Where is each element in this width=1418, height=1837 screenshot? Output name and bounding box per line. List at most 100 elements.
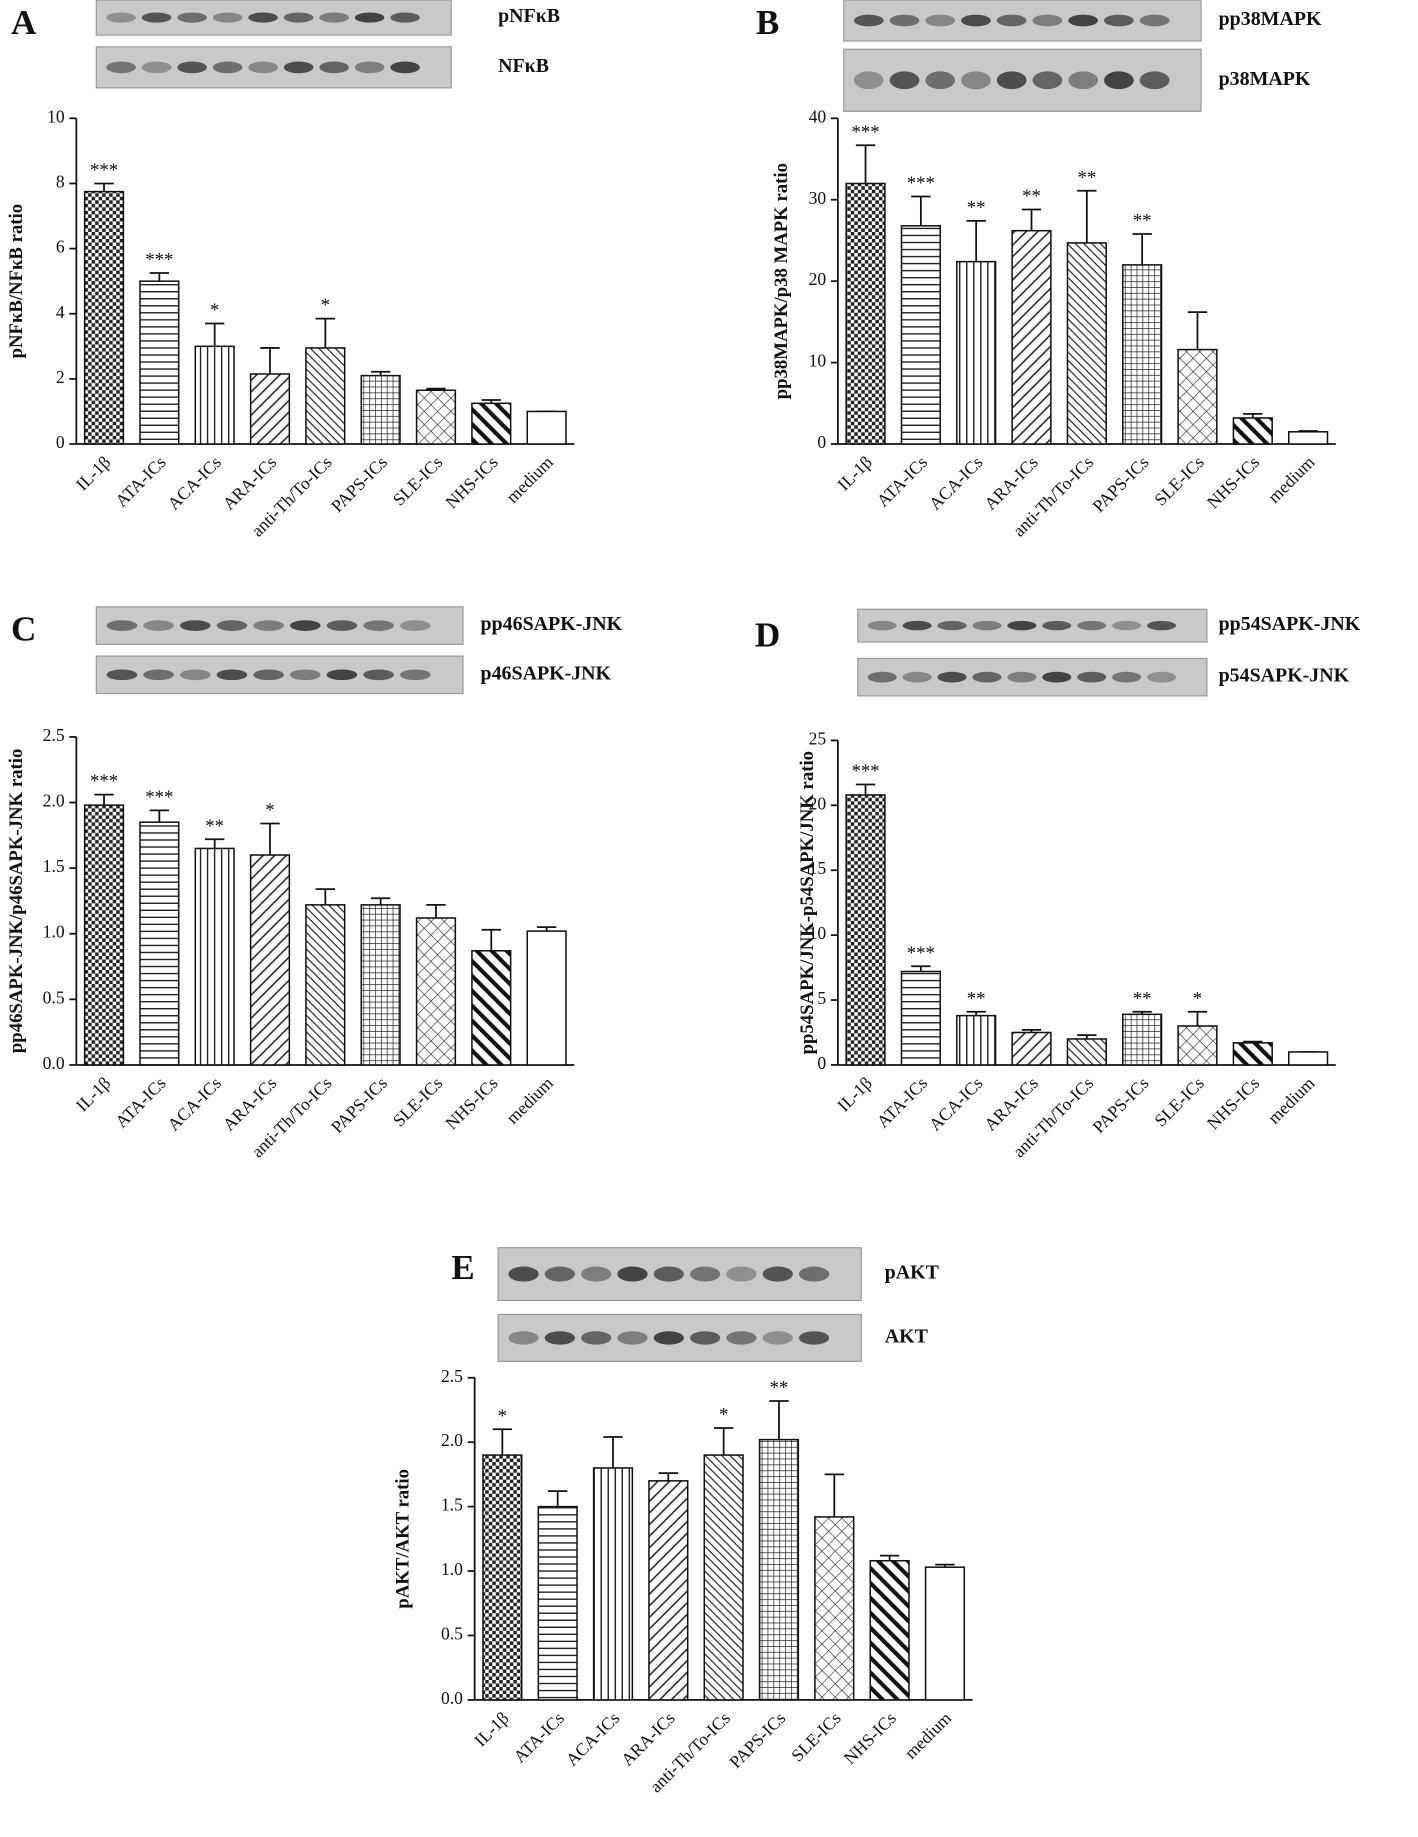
bar: [869, 1559, 910, 1701]
blot-band: [319, 12, 349, 23]
blot-band: [143, 669, 174, 681]
blot-band: [141, 12, 172, 23]
blot-band: [1007, 620, 1037, 631]
panel-label: D: [755, 616, 780, 655]
bar: [845, 794, 886, 1066]
significance-label: **: [1133, 988, 1152, 1009]
y-tick-label: 20: [809, 793, 827, 813]
x-tick-label: medium: [1264, 452, 1319, 507]
blot-label: pAKT: [885, 1262, 939, 1284]
y-tick-label: 0: [817, 432, 826, 452]
blot-band: [290, 669, 321, 681]
panel-label: A: [11, 3, 37, 42]
blot-band: [925, 71, 956, 90]
blot-label: pp54SAPK-JNK: [1219, 613, 1361, 635]
y-tick-label: 10: [47, 106, 65, 126]
blot-band: [400, 669, 431, 681]
x-tick-label: NHS-ICs: [1203, 1073, 1263, 1133]
blot-band: [212, 61, 243, 74]
blot-band: [972, 620, 1002, 631]
y-tick-label: 15: [809, 858, 827, 878]
blot-band: [1139, 14, 1170, 27]
blot-band: [996, 14, 1027, 27]
panel-label: C: [11, 610, 36, 649]
bar: [648, 1480, 689, 1701]
bar: [249, 854, 291, 1066]
x-tick-label: IL-1β: [833, 1073, 876, 1116]
bar: [305, 904, 346, 1066]
blot-band: [1077, 671, 1107, 683]
blot-band: [996, 71, 1027, 90]
x-tick-label: ACA-ICs: [925, 1073, 987, 1135]
blot-band: [581, 1331, 612, 1345]
x-tick-label: PAPS-ICs: [1088, 452, 1152, 516]
bar: [956, 1014, 997, 1066]
significance-label: ***: [90, 160, 118, 181]
x-tick-label: PAPS-ICs: [327, 452, 391, 516]
significance-label: ***: [907, 943, 935, 964]
blot-band: [889, 14, 920, 27]
bar: [1177, 348, 1218, 445]
y-tick-label: 30: [809, 188, 827, 208]
blot-band: [354, 12, 385, 23]
blot-band: [363, 669, 394, 681]
y-tick-label: 10: [809, 923, 827, 943]
bar: [526, 410, 567, 445]
blot-label: NFκB: [498, 55, 549, 77]
significance-label: **: [205, 816, 224, 837]
x-tick-label: ATA-ICs: [873, 1073, 932, 1132]
y-tick-label: 2.0: [43, 791, 65, 811]
y-tick-label: 0.0: [441, 1688, 463, 1708]
significance-label: ***: [851, 761, 879, 782]
blot-band: [544, 1266, 575, 1282]
x-tick-label: PAPS-ICs: [725, 1708, 789, 1772]
bar: [1066, 1038, 1107, 1066]
bar: [924, 1566, 966, 1701]
bar: [845, 182, 886, 445]
y-tick-label: 1.0: [43, 922, 65, 942]
y-axis-label: pp54SAPK/JNK-p54SAPK/JNK ratio: [797, 751, 818, 1054]
x-tick-label: medium: [502, 452, 557, 507]
blot-band: [248, 12, 278, 23]
blot-band: [1146, 620, 1177, 631]
x-tick-label: SLE-ICs: [1150, 452, 1208, 510]
blot-band: [290, 620, 321, 631]
y-tick-label: 2.0: [441, 1430, 463, 1450]
bar: [139, 821, 180, 1066]
blot-band: [283, 61, 314, 74]
blot-band: [390, 12, 420, 23]
bar: [249, 373, 291, 445]
blot-label: p46SAPK-JNK: [481, 662, 612, 684]
bar: [592, 1467, 634, 1701]
bar: [814, 1516, 855, 1701]
significance-label: *: [1193, 988, 1202, 1009]
significance-label: *: [321, 295, 330, 316]
blot-band: [889, 71, 920, 90]
y-tick-label: 25: [809, 728, 827, 748]
blot-label: pp38MAPK: [1219, 8, 1322, 30]
blot-band: [902, 671, 932, 683]
blot-band: [216, 669, 248, 681]
blot-band: [798, 1266, 830, 1282]
blot-band: [1032, 71, 1063, 90]
y-tick-label: 2.5: [43, 725, 65, 745]
blot-band: [853, 71, 884, 90]
blot-band: [1077, 620, 1107, 631]
x-tick-label: IL-1β: [833, 452, 876, 495]
blot-band: [508, 1266, 539, 1282]
bar: [83, 804, 125, 1066]
bar: [83, 190, 125, 445]
x-tick-label: NHS-ICs: [840, 1708, 900, 1768]
blot-band: [1068, 14, 1099, 27]
bar: [1011, 1031, 1052, 1066]
blot-band: [363, 620, 394, 631]
x-tick-label: ACA-ICs: [163, 452, 225, 514]
bar: [1232, 1042, 1273, 1066]
y-tick-label: 40: [809, 106, 827, 126]
panel-label: B: [756, 3, 779, 42]
bar: [526, 930, 567, 1066]
blot-band: [212, 12, 243, 23]
